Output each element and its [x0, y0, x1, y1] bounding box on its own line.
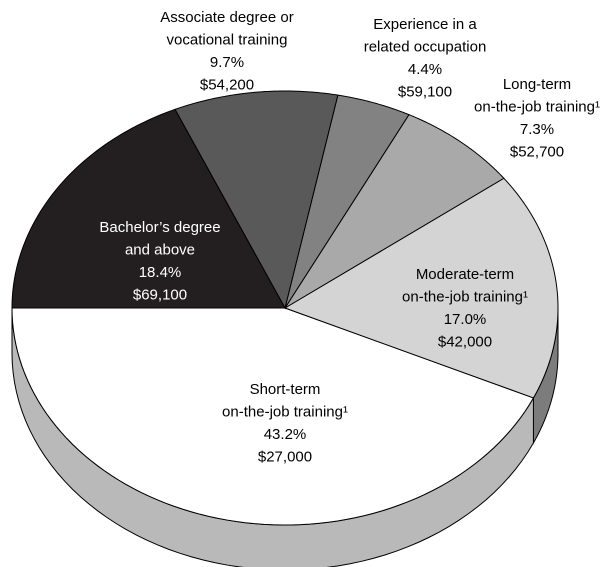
- earnings-label: $54,200: [200, 76, 254, 93]
- slice: [283, 177, 559, 399]
- value-label: 4.4%: [408, 61, 442, 78]
- slice-label: Bachelor’s degree: [99, 219, 220, 236]
- slice-label: vocational training: [167, 31, 288, 48]
- value-label: 17.0%: [444, 311, 487, 328]
- slice: [11, 307, 535, 526]
- slice-label: on-the-job training¹: [402, 288, 528, 305]
- slice-label: Moderate-term: [416, 266, 514, 283]
- slice: [284, 114, 505, 309]
- slice-label: related occupation: [364, 38, 487, 55]
- value-label: 18.4%: [139, 264, 182, 281]
- slice: [174, 90, 339, 310]
- slice: [284, 94, 410, 309]
- slice-label: on-the-job training¹: [474, 98, 600, 115]
- earnings-label: $59,100: [398, 83, 452, 100]
- earnings-label: $42,000: [438, 333, 492, 350]
- slice-label: Associate degree or: [160, 9, 293, 26]
- earnings-label: $69,100: [133, 286, 187, 303]
- slice-label: Experience in a: [373, 16, 477, 33]
- value-label: 7.3%: [520, 121, 554, 138]
- value-label: 43.2%: [264, 426, 307, 443]
- slice-label: on-the-job training¹: [222, 403, 348, 420]
- slice-label: and above: [125, 241, 195, 258]
- slice: [11, 108, 286, 309]
- value-label: 9.7%: [210, 54, 244, 71]
- earnings-label: $27,000: [258, 448, 312, 465]
- earnings-label: $52,700: [510, 143, 564, 160]
- slice-label: Short-term: [250, 381, 321, 398]
- slice-label: Long-term: [503, 76, 571, 93]
